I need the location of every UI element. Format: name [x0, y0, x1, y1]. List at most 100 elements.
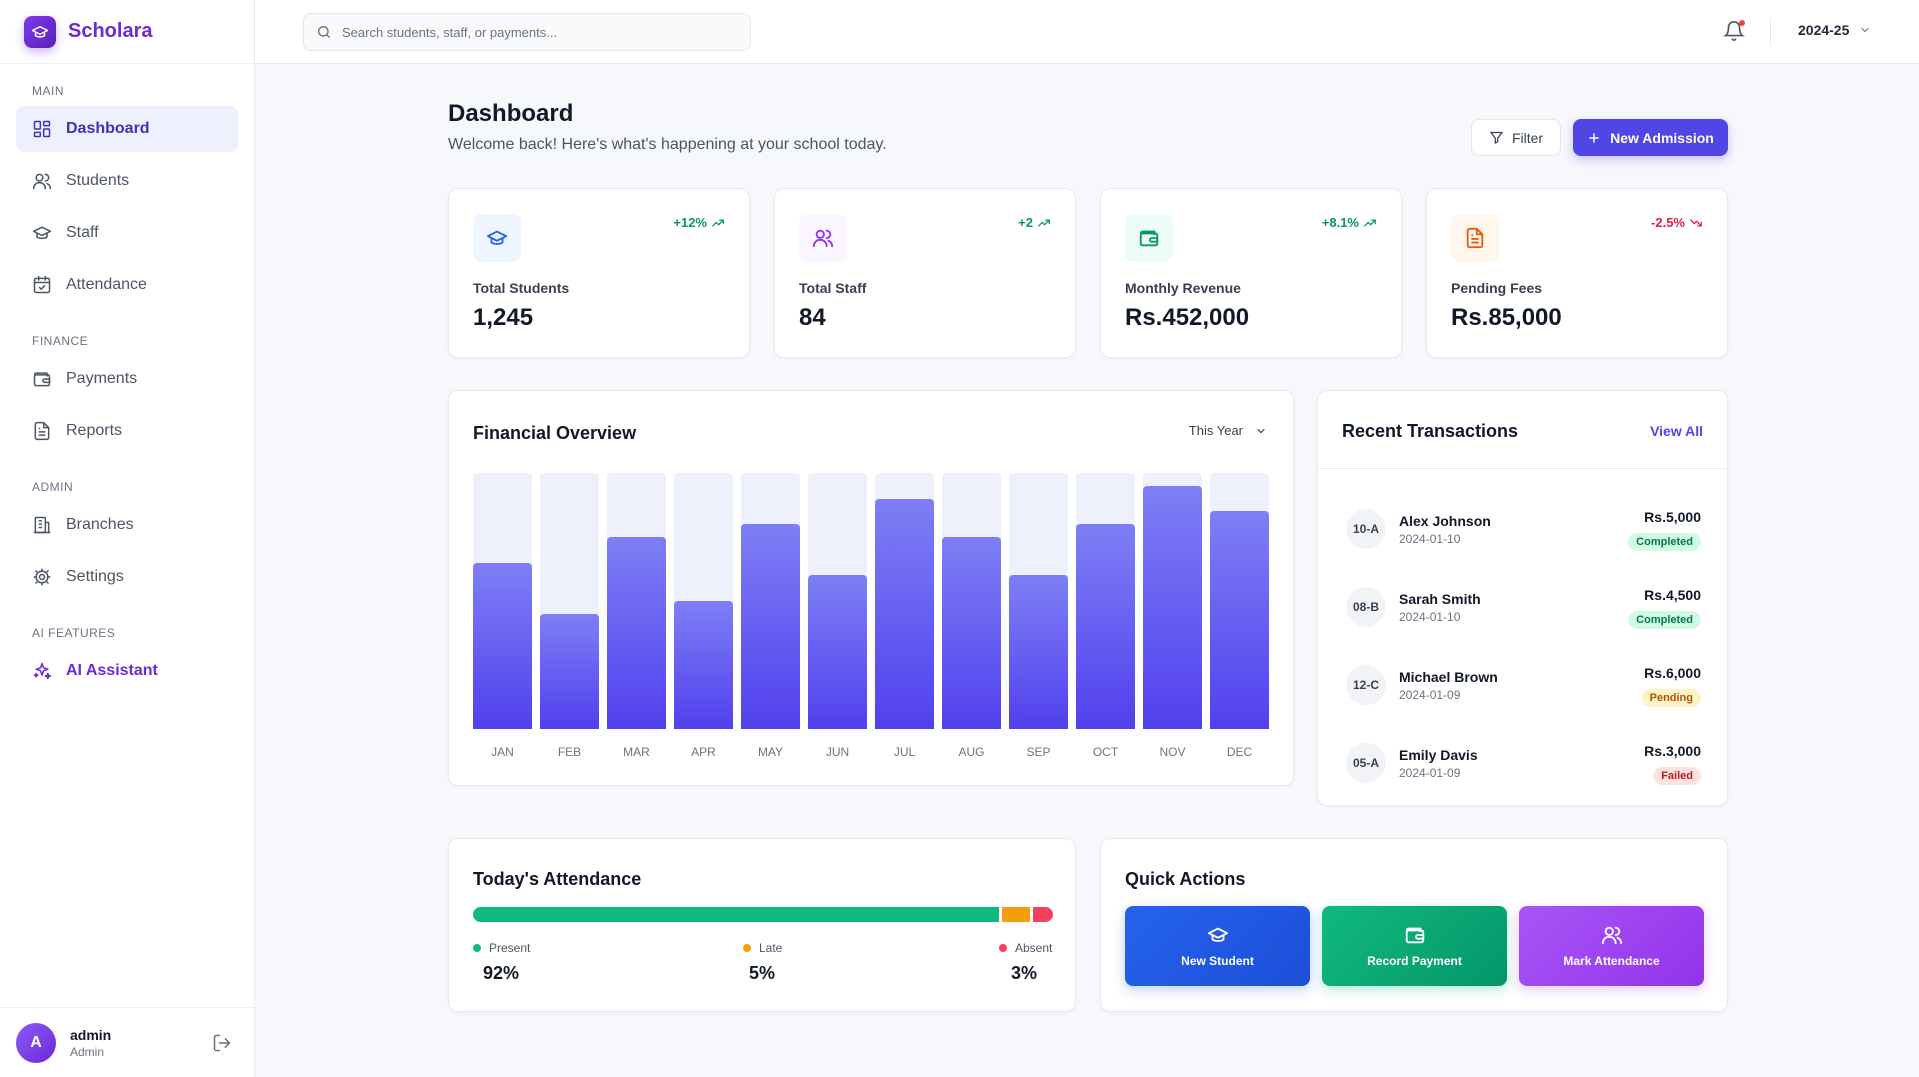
logout-icon[interactable]: [212, 1033, 232, 1053]
file-text-icon: [1451, 214, 1499, 262]
stat-value: 84: [799, 304, 826, 331]
bar-oct[interactable]: [1076, 524, 1135, 729]
calendar-check-icon: [33, 275, 51, 294]
late-value: 5%: [749, 963, 776, 983]
bar-may[interactable]: [741, 524, 800, 729]
notifications-button[interactable]: [1723, 20, 1745, 42]
brand[interactable]: Scholara: [0, 0, 254, 64]
sidebar-item-settings[interactable]: Settings: [16, 554, 238, 600]
users-icon: [799, 214, 847, 262]
transaction-date: 2024-01-09: [1399, 766, 1461, 780]
new-student-label: New Student: [1181, 954, 1254, 968]
transaction-date: 2024-01-10: [1399, 610, 1461, 624]
new-admission-button[interactable]: New Admission: [1573, 119, 1728, 156]
bar-label-sep: SEP: [1026, 745, 1051, 759]
absent-label: Absent: [1015, 941, 1053, 955]
sidebar-item-label: Dashboard: [66, 120, 150, 137]
wallet-icon: [33, 372, 51, 387]
avatar[interactable]: A: [16, 1022, 56, 1063]
transaction-name: Sarah Smith: [1399, 591, 1481, 607]
sparkles-icon: [33, 662, 52, 680]
chevron-down-icon: [1257, 428, 1265, 433]
period-value: This Year: [1188, 423, 1243, 438]
sidebar-item-payments[interactable]: Payments: [16, 356, 238, 402]
bar-jun[interactable]: [808, 575, 867, 729]
class-badge: 08-B: [1346, 587, 1386, 627]
bar-track-mar: [607, 473, 666, 729]
divider: [1318, 468, 1727, 469]
stat-value: Rs.85,000: [1451, 304, 1562, 331]
stat-card-total-staff: +2 Total Staff 84: [774, 188, 1076, 358]
bar-mar[interactable]: [607, 537, 666, 729]
transaction-name: Michael Brown: [1399, 669, 1498, 685]
filter-button[interactable]: Filter: [1471, 119, 1561, 156]
attendance-segment-present: [473, 907, 999, 922]
present-value: 92%: [483, 963, 520, 983]
attendance-absent: Absent 3%: [999, 941, 1052, 984]
plus-icon: [1589, 132, 1599, 143]
bar-jan[interactable]: [473, 562, 532, 729]
users-icon: [1601, 926, 1622, 945]
transaction-row[interactable]: 08-B Sarah Smith 2024-01-10 Rs.4,500 Com…: [1346, 579, 1701, 639]
bar-aug[interactable]: [942, 537, 1001, 729]
sidebar-item-label: Settings: [66, 568, 124, 585]
stat-trend: +12%: [673, 215, 725, 230]
sidebar-item-reports[interactable]: Reports: [16, 408, 238, 454]
bar-label-nov: NOV: [1159, 745, 1186, 759]
stat-trend: +2: [1018, 215, 1051, 230]
period-select[interactable]: This Year: [1189, 423, 1267, 438]
sidebar-item-dashboard[interactable]: Dashboard: [16, 106, 238, 152]
sidebar-item-label: AI Assistant: [66, 662, 158, 679]
sidebar-item-staff[interactable]: Staff: [16, 210, 238, 256]
bar-label-mar: MAR: [623, 745, 650, 759]
present-dot: [473, 944, 481, 952]
bar-feb[interactable]: [540, 613, 599, 729]
sidebar-item-branches[interactable]: Branches: [16, 502, 238, 548]
new-student-button[interactable]: New Student: [1125, 906, 1310, 986]
transaction-row[interactable]: 05-A Emily Davis 2024-01-09 Rs.3,000 Fai…: [1346, 735, 1701, 795]
record-payment-label: Record Payment: [1367, 954, 1462, 968]
bar-sep[interactable]: [1009, 575, 1068, 729]
status-badge: Pending: [1641, 689, 1701, 707]
topbar: 2024-25: [255, 0, 1919, 64]
sidebar-item-ai-assistant[interactable]: AI Assistant: [16, 648, 238, 694]
late-label: Late: [759, 941, 783, 955]
bar-track-oct: [1076, 473, 1135, 729]
record-payment-button[interactable]: Record Payment: [1322, 906, 1507, 986]
stat-value: 1,245: [473, 304, 534, 331]
academic-year-select[interactable]: 2024-25: [1798, 22, 1871, 38]
transaction-row[interactable]: 10-A Alex Johnson 2024-01-10 Rs.5,000 Co…: [1346, 501, 1701, 561]
search-box[interactable]: [303, 13, 751, 51]
transaction-row[interactable]: 12-C Michael Brown 2024-01-09 Rs.6,000 P…: [1346, 657, 1701, 717]
transaction-amount: Rs.6,000: [1644, 665, 1701, 681]
user-name: admin: [70, 1026, 112, 1043]
stat-card-total-students: +12% Total Students 1,245: [448, 188, 750, 358]
bar-chart: [473, 473, 1269, 729]
topbar-divider: [1770, 18, 1771, 46]
view-all-link[interactable]: View All: [1650, 423, 1703, 439]
bar-nov[interactable]: [1143, 485, 1202, 729]
search-input[interactable]: [342, 24, 742, 40]
sidebar-item-students[interactable]: Students: [16, 158, 238, 204]
nav-section-finance: FINANCE: [32, 334, 89, 348]
bar-dec[interactable]: [1210, 511, 1269, 729]
mark-attendance-button[interactable]: Mark Attendance: [1519, 906, 1704, 986]
sidebar-item-attendance[interactable]: Attendance: [16, 262, 238, 308]
sidebar-item-label: Reports: [66, 422, 123, 439]
quick-actions-title: Quick Actions: [1125, 869, 1246, 889]
bar-track-nov: [1143, 473, 1202, 729]
bar-label-apr: APR: [691, 745, 716, 759]
bar-track-apr: [674, 473, 733, 729]
bar-label-jul: JUL: [893, 745, 916, 759]
graduation-cap-icon: [473, 214, 521, 262]
attendance-bar: [473, 907, 1053, 922]
bar-apr[interactable]: [674, 601, 733, 729]
sidebar-item-label: Staff: [66, 224, 99, 241]
bar-jul[interactable]: [875, 498, 934, 729]
page-title: Dashboard: [448, 100, 574, 127]
building-icon: [33, 516, 51, 534]
stat-value: Rs.452,000: [1125, 304, 1250, 331]
late-dot: [743, 944, 751, 952]
transaction-amount: Rs.3,000: [1644, 743, 1701, 759]
transaction-date: 2024-01-09: [1399, 688, 1461, 702]
